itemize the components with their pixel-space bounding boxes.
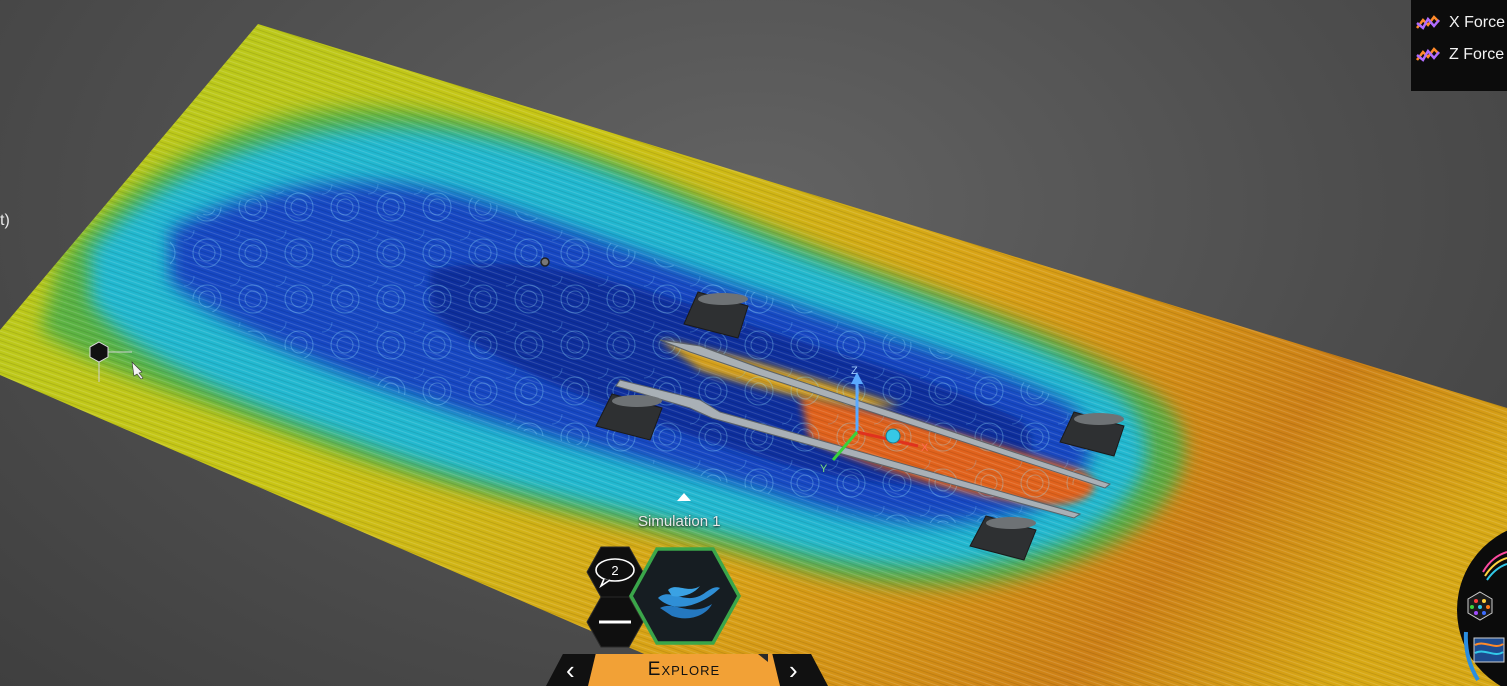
axis-z-label: Z — [851, 365, 858, 377]
axis-gizmo[interactable]: Z X Y — [820, 365, 929, 475]
edge-label: t) — [0, 212, 10, 229]
speech-bubble-icon — [595, 558, 635, 589]
legend-item-z-force[interactable]: Z Force — [1415, 43, 1504, 67]
flow-image-tool-icon[interactable] — [1473, 637, 1505, 663]
cursor-pointer-icon — [131, 361, 144, 380]
simulation-name: Simulation 1 — [638, 513, 721, 530]
flow-simulation-button[interactable] — [628, 546, 742, 646]
legend-item-x-force[interactable]: X Force — [1415, 11, 1505, 35]
comments-count: 2 — [611, 563, 618, 578]
chevron-left-icon[interactable]: ‹ — [566, 655, 575, 685]
expand-up-icon[interactable] — [677, 493, 691, 501]
legend-label: Z Force — [1449, 46, 1505, 63]
tab-corner-flag — [758, 654, 768, 662]
axis-x-label: X — [921, 442, 929, 454]
chart-trend-icon — [1416, 47, 1440, 62]
probe-point[interactable] — [540, 257, 550, 267]
vehicle-model[interactable] — [595, 291, 1125, 561]
axis-y-label: Y — [820, 463, 828, 475]
water-waves-icon — [658, 586, 720, 619]
legend-label: X Force — [1449, 14, 1506, 31]
color-palette-tool-icon[interactable] — [1467, 591, 1493, 621]
locator-icon[interactable] — [89, 341, 132, 382]
plot-legend: X Force Z Force — [1411, 0, 1507, 91]
minimize-button[interactable] — [586, 596, 644, 648]
streamlines-tool-icon[interactable] — [1482, 551, 1507, 581]
explore-tab[interactable]: Explore — [588, 654, 780, 686]
chevron-right-icon[interactable]: › — [789, 655, 798, 685]
chart-trend-icon — [1416, 15, 1440, 30]
